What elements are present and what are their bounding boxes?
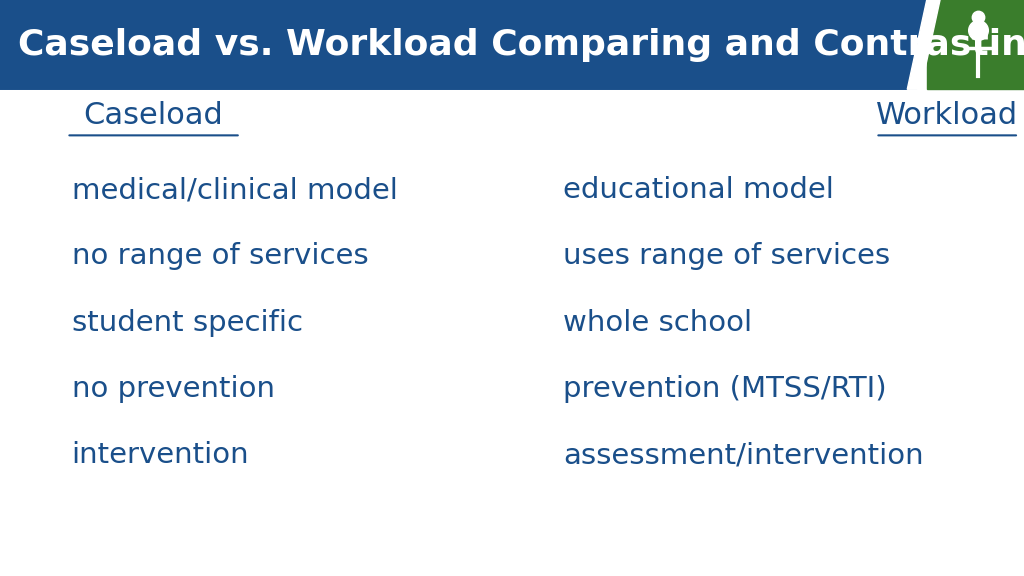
Text: student specific: student specific [72, 309, 303, 336]
Point [970, 26, 986, 35]
Text: educational model: educational model [563, 176, 835, 204]
Text: no range of services: no range of services [72, 242, 369, 270]
Text: Caseload vs. Workload Comparing and Contrasting: Caseload vs. Workload Comparing and Cont… [18, 28, 1024, 62]
Polygon shape [927, 0, 1024, 89]
Polygon shape [907, 0, 940, 89]
Text: Caseload: Caseload [84, 101, 223, 130]
Text: medical/clinical model: medical/clinical model [72, 176, 397, 204]
Text: assessment/intervention: assessment/intervention [563, 441, 924, 469]
Text: intervention: intervention [72, 441, 249, 469]
Point [970, 12, 986, 21]
Polygon shape [0, 0, 932, 89]
Text: whole school: whole school [563, 309, 753, 336]
Text: uses range of services: uses range of services [563, 242, 890, 270]
Text: no prevention: no prevention [72, 375, 274, 403]
Text: prevention (MTSS/RTI): prevention (MTSS/RTI) [563, 375, 887, 403]
Text: Workload: Workload [877, 101, 1018, 130]
